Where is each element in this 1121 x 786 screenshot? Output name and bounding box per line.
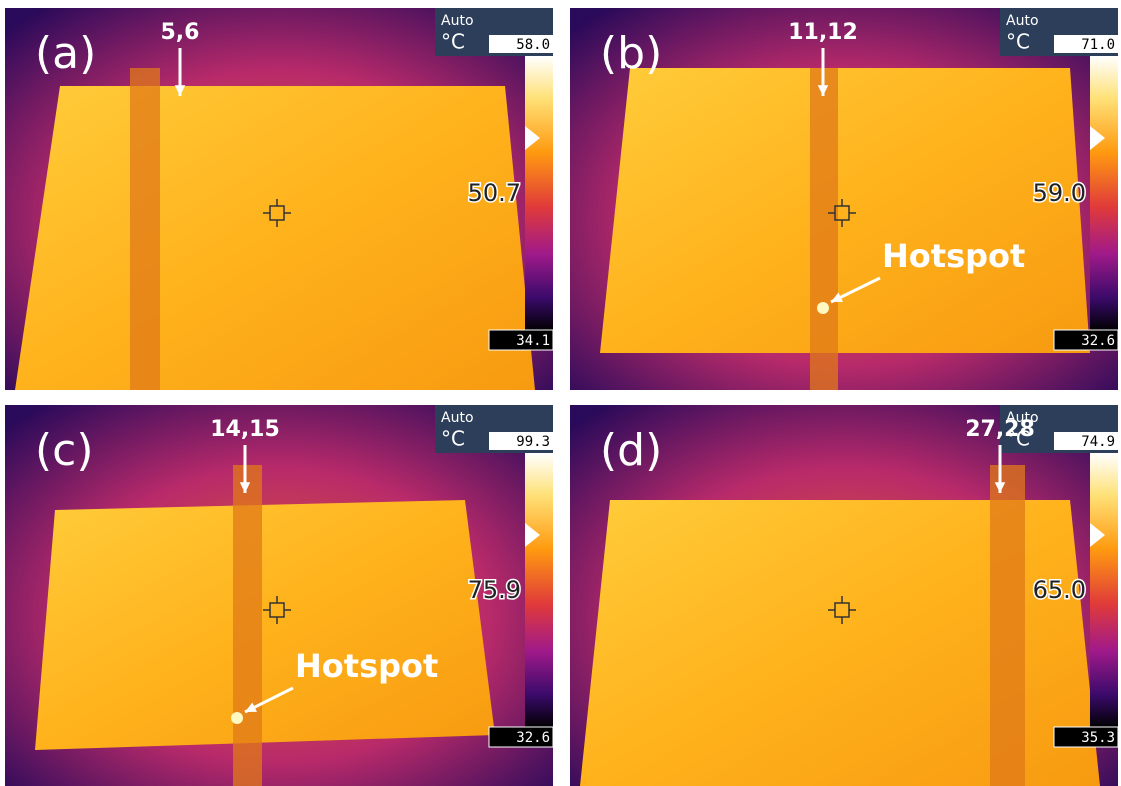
cell-stripe <box>810 68 838 398</box>
thermal-image: Auto°C 58.0 50.7 34.1 (a) 5,6 <box>5 8 553 398</box>
panel-label: (b) <box>600 28 662 79</box>
color-bar <box>1090 56 1118 331</box>
unit-label: °C <box>1006 30 1030 54</box>
scale-max: 71.0 <box>1081 37 1115 53</box>
unit-label: °C <box>441 30 465 54</box>
cell-stripe <box>990 465 1025 786</box>
hotspot-label: Hotspot <box>882 237 1025 275</box>
panel-label: (a) <box>35 28 96 79</box>
scale-min: 32.6 <box>516 730 550 746</box>
panel-label: (c) <box>35 425 94 476</box>
color-bar <box>525 453 553 728</box>
cell-label: 14,15 <box>210 417 280 442</box>
hotspot <box>231 712 243 724</box>
scale-max: 58.0 <box>516 37 550 53</box>
plate <box>600 68 1090 353</box>
scale-min: 35.3 <box>1081 730 1115 746</box>
hotspot <box>817 302 829 314</box>
figure: Auto°C58.050.734.1(a)5,6Auto°C71.059.032… <box>0 0 1121 786</box>
unit-label: °C <box>441 427 465 451</box>
cell-stripe <box>130 68 160 398</box>
plate <box>35 500 495 750</box>
cell-stripe <box>233 465 262 786</box>
color-bar <box>525 56 553 331</box>
thermal-image: Auto°C 99.3 75.9 32.6 (c) 14,15 Hotspot <box>5 405 553 786</box>
center-temp: 65.0 <box>1033 576 1086 604</box>
center-temp: 75.9 <box>468 576 521 604</box>
center-temp: 50.7 <box>468 179 521 207</box>
mode-label: Auto <box>441 13 474 29</box>
center-temp: 59.0 <box>1033 179 1086 207</box>
thermal-panel: Auto°C 58.0 50.7 34.1 (a) 5,6 <box>5 8 553 398</box>
scale-min: 34.1 <box>516 333 550 349</box>
scale-max: 74.9 <box>1081 434 1115 450</box>
scale-min: 32.6 <box>1081 333 1115 349</box>
scale-max: 99.3 <box>516 434 550 450</box>
panel-label: (d) <box>600 425 662 476</box>
thermal-image: Auto°C 71.0 59.0 32.6 (b) 11,12 Hotspot <box>570 8 1118 398</box>
cell-label: 5,6 <box>161 20 200 45</box>
hotspot-label: Hotspot <box>295 647 438 685</box>
thermal-panel: Auto°C 71.0 59.0 32.6 (b) 11,12 Hotspot <box>570 8 1118 398</box>
thermal-panel: Auto°C 99.3 75.9 32.6 (c) 14,15 Hotspot <box>5 405 553 786</box>
color-bar <box>1090 453 1118 728</box>
cell-label: 11,12 <box>788 20 858 45</box>
plate <box>15 86 535 390</box>
mode-label: Auto <box>441 410 474 426</box>
cell-label: 27,28 <box>965 417 1035 442</box>
mode-label: Auto <box>1006 13 1039 29</box>
